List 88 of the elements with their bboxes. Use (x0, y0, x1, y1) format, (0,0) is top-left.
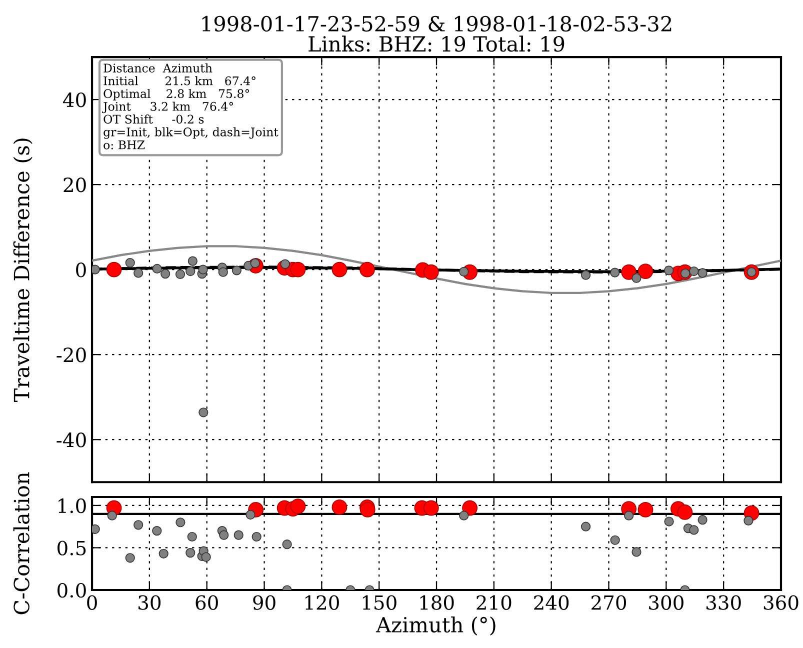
point (290, 262, 306, 278)
y-tick-label: -20 (56, 348, 86, 362)
point (107, 510, 117, 520)
point (580, 270, 591, 280)
point (423, 500, 439, 516)
point (332, 499, 348, 515)
chart-subtitle: Links: BHZ: 19 Total: 19 (308, 36, 564, 52)
point (234, 530, 244, 540)
point (610, 268, 620, 278)
point (290, 498, 306, 514)
x-tick-label: 300 (649, 595, 684, 610)
y-tick-label: 1.0 (58, 498, 86, 514)
point (198, 264, 208, 274)
point (186, 266, 196, 276)
line-series (92, 245, 781, 294)
point (186, 548, 196, 558)
point (580, 522, 591, 532)
point (459, 266, 469, 277)
y-axis-title: Traveltime Difference (s) (13, 138, 32, 402)
point (632, 547, 642, 557)
point (610, 535, 620, 545)
annotation: gr=Init, blk=Opt, dash=Joint (104, 127, 278, 139)
point (638, 264, 654, 279)
annotation: Joint 3.2 km 76.4° (102, 102, 233, 114)
x-tick-label: 90 (253, 595, 276, 610)
point (621, 264, 637, 280)
point (106, 262, 122, 278)
x-tick-label: 150 (362, 595, 396, 610)
point (252, 532, 262, 542)
x-tick-label: 270 (592, 595, 626, 610)
annotation: Distance Azimuth (104, 63, 212, 73)
annotation: Initial 21.5 km 67.4° (104, 76, 256, 86)
x-tick-label: 60 (196, 595, 218, 610)
x-tick-label: 120 (305, 595, 339, 610)
point (632, 273, 642, 283)
point (423, 264, 439, 280)
point (134, 268, 144, 278)
x-tick-label: 330 (706, 595, 741, 610)
point (624, 510, 634, 520)
point (219, 530, 229, 540)
y-tick-label: 40 (63, 92, 86, 108)
point (187, 532, 197, 542)
point (246, 510, 256, 520)
point (198, 408, 208, 418)
point (134, 520, 144, 530)
point (360, 262, 375, 278)
point (125, 258, 135, 268)
point (744, 516, 754, 526)
x-tick-label: 30 (138, 595, 161, 610)
chart-title: 1998-01-17-23-52-59 & 1998-01-18-02-53-32 (202, 16, 672, 32)
point (152, 526, 162, 536)
point (698, 268, 708, 278)
point (176, 518, 186, 528)
y-tick-label: 0 (76, 262, 86, 278)
x-tick-label: 210 (476, 595, 512, 610)
point (689, 266, 699, 276)
point (462, 500, 478, 516)
point (158, 548, 168, 558)
point (677, 504, 693, 520)
annotation: o: BHZ (104, 140, 145, 150)
annotation: OT Shift -0.2 s (104, 114, 204, 124)
annotation: Optimal 2.8 km 75.8° (104, 88, 250, 100)
y-tick-label: -40 (56, 432, 86, 448)
x-tick-label: 360 (764, 595, 798, 610)
point (218, 267, 228, 277)
x-tick-label: 0 (87, 595, 97, 610)
point (664, 266, 674, 276)
y-axis-title: C-Correlation (13, 472, 30, 614)
point (459, 510, 469, 520)
x-tick-label: 240 (534, 595, 569, 610)
x-axis-title: Azimuth (°) (376, 616, 496, 636)
point (689, 525, 699, 535)
y-tick-label: 0.0 (58, 582, 86, 598)
point (152, 264, 162, 274)
point (232, 266, 242, 276)
point (664, 516, 674, 526)
y-tick-label: 20 (64, 178, 86, 192)
point (282, 540, 292, 550)
point (638, 502, 654, 518)
point (332, 262, 348, 278)
point (125, 553, 135, 563)
point (188, 256, 198, 266)
x-tick-label: 180 (420, 595, 454, 610)
point (175, 269, 186, 280)
y-tick-label: 0.5 (58, 540, 86, 556)
point (201, 552, 211, 562)
point (698, 515, 708, 525)
point (160, 269, 170, 279)
